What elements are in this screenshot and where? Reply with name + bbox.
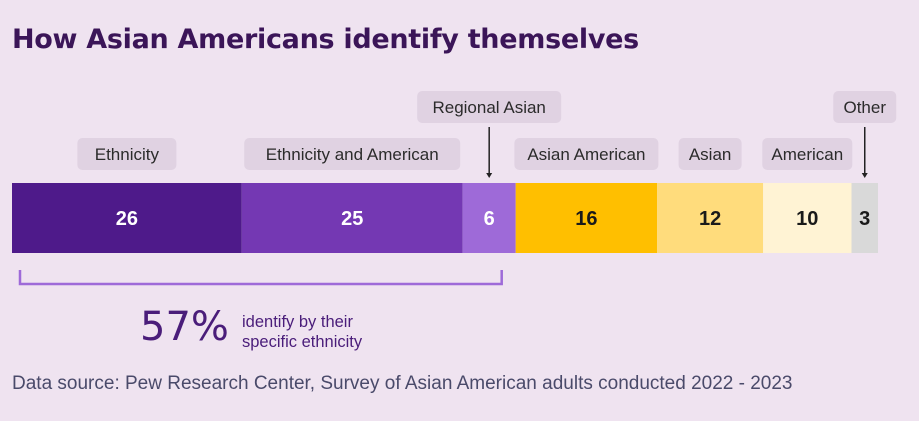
value-label-regional-asian: 6 [484, 208, 495, 230]
category-labels: Ethnicity Ethnicity and American Regional … [77, 91, 897, 178]
value-label-ethnicity: 26 [116, 208, 138, 230]
category-label-ethnicity: Ethnicity [77, 138, 177, 170]
value-label-ethnicity-and-american: 25 [341, 208, 363, 230]
category-label-other: Other [833, 91, 897, 178]
category-label-asian-american: Asian American [514, 138, 659, 170]
bar-ethnicity [12, 183, 242, 253]
value-label-asian-american: 16 [575, 208, 597, 230]
pointer-arrow [861, 173, 868, 178]
summary-line-2: specific ethnicity [242, 333, 363, 351]
value-label-american: 10 [796, 208, 818, 230]
bar-asian [657, 183, 764, 253]
bar-other [851, 183, 878, 253]
summary-percentage: 57% [140, 304, 229, 350]
stacked-bar-chart: Ethnicity Ethnicity and American Regional … [12, 91, 897, 286]
bracket-line [18, 270, 503, 286]
category-label-text: American [771, 145, 843, 164]
category-label-text: Other [843, 98, 886, 117]
group-bracket [18, 270, 503, 286]
category-label-ethnicity-and-american: Ethnicity and American [244, 138, 461, 170]
category-label-text: Asian American [527, 145, 645, 164]
bar-regional-asian [462, 183, 516, 253]
category-label-regional-asian: Regional Asian [417, 91, 562, 178]
bar-segments: 26 25 6 16 12 10 3 [12, 183, 878, 253]
category-label-text: Asian [689, 145, 732, 164]
summary-line-1: identify by their [242, 313, 353, 331]
category-label-text: Ethnicity and American [266, 145, 439, 164]
data-source: Data source: Pew Research Center, Survey… [12, 373, 793, 394]
category-label-text: Ethnicity [95, 145, 160, 164]
chart-title: How Asian Americans identify themselves [12, 24, 639, 55]
value-label-other: 3 [859, 208, 870, 230]
value-label-asian: 12 [699, 208, 721, 230]
pointer-arrow [486, 173, 493, 178]
category-label-american: American [762, 138, 853, 170]
category-label-asian: Asian [678, 138, 742, 170]
category-label-text: Regional Asian [432, 98, 545, 117]
bar-asian-american [515, 183, 658, 253]
bar-american [763, 183, 852, 253]
summary-description: identify by their specific ethnicity [242, 312, 362, 352]
bar-ethnicity-and-american [241, 183, 463, 253]
